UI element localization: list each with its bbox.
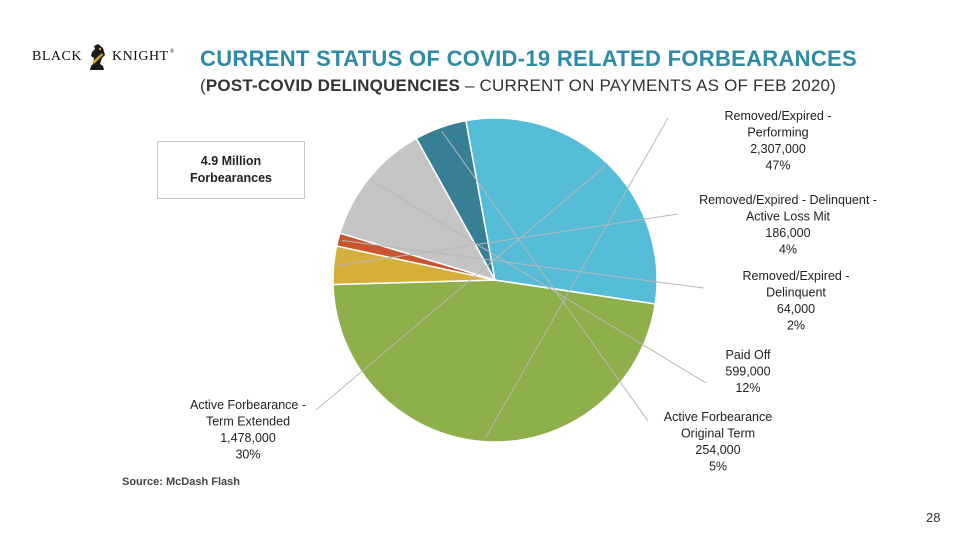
slice-label-line: 64,000: [777, 302, 815, 316]
slice-labels: Removed/Expired -Performing 2,307,000 47%R…: [190, 109, 877, 474]
slice-label-line: Active Loss Mit: [746, 210, 831, 224]
source-note: Source: McDash Flash: [122, 476, 240, 488]
leader-line: [341, 240, 705, 289]
slice-label-line: 30%: [235, 448, 260, 462]
leader-line: [441, 130, 649, 422]
slice-label-line: Active Forbearance: [664, 410, 772, 424]
pie-slice: [332, 279, 657, 443]
slice-label-line: 186,000: [765, 226, 810, 240]
slice-label-line: Delinquent: [766, 286, 826, 300]
slice-label-line: 47%: [765, 159, 790, 173]
leader-lines: [315, 117, 707, 438]
leader-line: [337, 213, 679, 267]
page-title: CURRENT STATUS OF COVID-19 RELATED FORBE…: [200, 46, 858, 71]
leader-line: [485, 117, 669, 438]
slice-label-line: Performing: [747, 126, 808, 140]
page-number: 28: [926, 510, 941, 525]
total-forbearances-box: 4.9 Million Forbearances: [157, 141, 305, 199]
logo-text-right: KNIGHT®: [111, 49, 175, 64]
slice-label-line: 254,000: [695, 443, 740, 457]
company-logo: BLACK KNIGHT®: [32, 40, 175, 74]
slice-label-line: 2,307,000: [750, 142, 806, 156]
slice-label-line: 12%: [735, 381, 760, 395]
slice-label-line: 5%: [709, 460, 727, 474]
slice-label-line: Active Forbearance -: [190, 398, 306, 412]
slice-label-line: 4%: [779, 243, 797, 257]
subtitle-bold: POST-COVID DELINQUENCIES: [205, 76, 461, 95]
slice-label-line: Removed/Expired -: [743, 269, 850, 283]
slice-label-line: 599,000: [725, 365, 770, 379]
slice-label-line: Removed/Expired - Delinquent -: [699, 193, 877, 207]
slice-label: Active Forbearance Original Term 254,000 5%: [664, 410, 772, 474]
slice-label: Removed/Expired - Performing 2,307,000 47%: [725, 109, 832, 173]
pie-slice: [465, 117, 658, 305]
slice-label: Active Forbearance - Term Extended 1,478,0…: [190, 398, 306, 462]
slice-label: Removed/Expired - Delinquent 64,000 2%: [743, 269, 850, 333]
logo-trademark: ®: [169, 49, 175, 55]
page-subtitle: (POST-COVID DELINQUENCIES – CURRENT ON P…: [200, 76, 836, 96]
slice-label-line: Paid Off: [726, 348, 771, 362]
slice-label: Paid Off 599,000 12%: [725, 348, 771, 395]
slice-label: Removed/Expired - Delinquent - Active Los…: [699, 193, 877, 257]
subtitle-rest: – CURRENT ON PAYMENTS AS OF FEB 2020): [460, 76, 837, 95]
leader-line: [315, 166, 606, 411]
logo-text-left: BLACK: [32, 49, 82, 64]
subtitle-open-paren: (: [200, 76, 206, 95]
slice-label-line: Removed/Expired -: [725, 109, 832, 123]
slice-label-line: Original Term: [681, 427, 755, 441]
slice-label-line: 2%: [787, 319, 805, 333]
pie-slice: [338, 137, 497, 282]
slice-label-line: Term Extended: [206, 415, 290, 429]
leader-line: [371, 180, 707, 384]
knight-icon: [89, 44, 105, 70]
slice-label-line: 1,478,000: [220, 431, 276, 445]
pie-slices: [332, 117, 658, 443]
